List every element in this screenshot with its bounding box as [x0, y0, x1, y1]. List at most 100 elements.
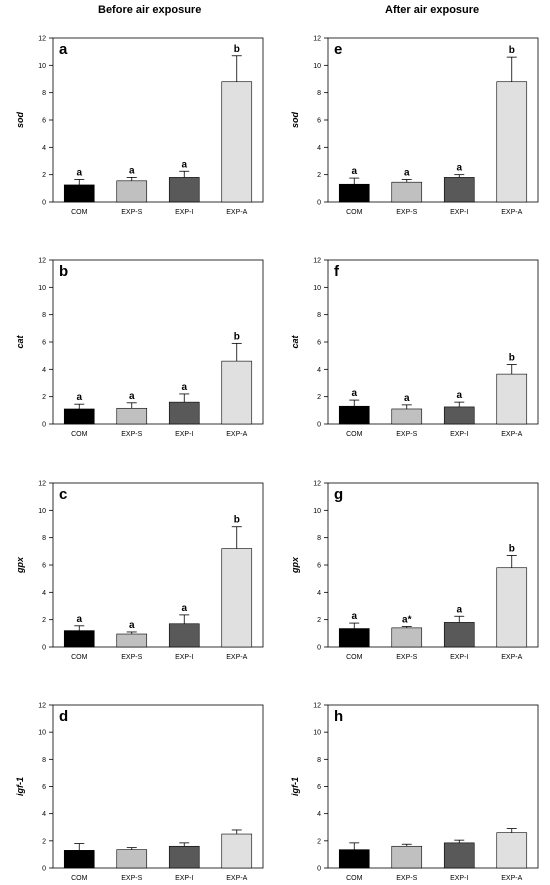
y-axis-label: cat: [15, 334, 25, 348]
y-tick-label: 6: [317, 563, 321, 570]
bar-exp-s: [391, 181, 423, 203]
panel-a: 0 2 4 6 8 10 12 sod a COM a EXP-S a EXP-I a EXP-A b: [15, 36, 264, 216]
bar-exp-a: [221, 833, 253, 869]
bar-exp-i: [168, 845, 200, 869]
significance-letter: a: [456, 390, 462, 401]
significance-letter: b: [509, 45, 515, 56]
x-tick-label: EXP-A: [226, 209, 247, 216]
bar-exp-i: [168, 623, 200, 648]
y-tick-label: 6: [42, 340, 46, 347]
bar-exp-s: [391, 845, 423, 869]
y-axis-label: sod: [290, 112, 300, 129]
x-tick-label: EXP-A: [226, 654, 247, 661]
x-tick-label: EXP-S: [396, 431, 417, 438]
bar-com: [338, 628, 370, 648]
y-tick-label: 6: [42, 563, 46, 570]
y-tick-label: 0: [317, 645, 321, 652]
bar-com: [338, 849, 370, 869]
y-tick-label: 4: [317, 367, 321, 374]
y-tick-label: 4: [42, 367, 46, 374]
panel-letter: e: [334, 41, 342, 58]
x-tick-label: EXP-A: [226, 875, 247, 882]
significance-letter: a*: [402, 615, 412, 626]
x-tick-label: EXP-S: [121, 875, 142, 882]
x-tick-label: EXP-I: [450, 431, 468, 438]
x-tick-label: EXP-A: [501, 875, 522, 882]
significance-letter: b: [234, 331, 240, 342]
x-tick-label: EXP-S: [396, 875, 417, 882]
significance-letter: a: [181, 382, 187, 393]
panel-letter: c: [59, 486, 67, 503]
significance-letter: a: [404, 393, 410, 404]
x-tick-label: EXP-I: [175, 431, 193, 438]
bar-exp-s: [391, 408, 423, 425]
y-tick-label: 4: [42, 811, 46, 818]
significance-letter: b: [234, 515, 240, 526]
y-tick-label: 2: [42, 838, 46, 845]
y-tick-label: 12: [313, 36, 321, 43]
y-tick-label: 12: [313, 481, 321, 488]
x-tick-label: COM: [346, 875, 363, 882]
x-tick-label: COM: [71, 431, 88, 438]
y-tick-label: 4: [317, 590, 321, 597]
significance-letter: b: [509, 543, 515, 554]
panel-c: 0 2 4 6 8 10 12 gpx c COM a EXP-S a EXP-I a EXP-A b: [15, 481, 264, 661]
significance-letter: a: [129, 165, 135, 176]
x-tick-label: EXP-S: [396, 654, 417, 661]
x-tick-label: EXP-S: [121, 654, 142, 661]
bar-exp-a: [496, 373, 528, 425]
bar-exp-s: [116, 633, 148, 648]
significance-letter: a: [129, 620, 135, 631]
significance-letter: a: [351, 388, 357, 399]
y-tick-label: 8: [42, 757, 46, 764]
x-tick-label: EXP-I: [175, 875, 193, 882]
panel-letter: f: [334, 263, 340, 280]
y-tick-label: 2: [317, 617, 321, 624]
panel-b: 0 2 4 6 8 10 12 cat b COM a EXP-S a EXP-I a EXP-A b: [15, 258, 264, 438]
y-tick-label: 10: [38, 285, 46, 292]
y-tick-label: 0: [42, 422, 46, 429]
y-tick-label: 2: [317, 172, 321, 179]
bar-exp-a: [221, 548, 253, 648]
y-tick-label: 2: [42, 172, 46, 179]
x-tick-label: COM: [346, 431, 363, 438]
x-tick-label: EXP-A: [501, 209, 522, 216]
y-tick-label: 8: [42, 535, 46, 542]
x-tick-label: EXP-I: [175, 209, 193, 216]
y-tick-label: 8: [42, 312, 46, 319]
column-title-after: After air exposure: [385, 4, 480, 16]
y-tick-label: 4: [317, 811, 321, 818]
panel-letter: d: [59, 708, 68, 725]
y-tick-label: 8: [317, 90, 321, 97]
x-tick-label: EXP-I: [175, 654, 193, 661]
column-title-before: Before air exposure: [98, 4, 202, 16]
panel-letter: h: [334, 708, 343, 725]
bar-exp-i: [443, 177, 475, 203]
bar-exp-s: [116, 407, 148, 425]
x-tick-label: EXP-S: [396, 209, 417, 216]
y-tick-label: 8: [42, 90, 46, 97]
significance-letter: a: [456, 163, 462, 174]
y-tick-label: 12: [313, 258, 321, 265]
x-tick-label: EXP-S: [121, 209, 142, 216]
bar-exp-a: [221, 360, 253, 425]
x-tick-label: EXP-I: [450, 875, 468, 882]
significance-letter: b: [234, 44, 240, 55]
y-tick-label: 10: [313, 508, 321, 515]
x-tick-label: EXP-S: [121, 431, 142, 438]
y-tick-label: 10: [313, 730, 321, 737]
bar-exp-a: [496, 567, 528, 648]
significance-letter: a: [456, 604, 462, 615]
y-tick-label: 6: [317, 340, 321, 347]
y-tick-label: 0: [317, 200, 321, 207]
panel-g: 0 2 4 6 8 10 12 gpx g COM a EXP-S a* EXP-I a EXP-A b: [290, 481, 539, 661]
bar-com: [63, 630, 95, 648]
y-tick-label: 10: [38, 508, 46, 515]
y-tick-label: 0: [42, 200, 46, 207]
y-tick-label: 2: [42, 394, 46, 401]
y-tick-label: 10: [313, 63, 321, 70]
y-tick-label: 6: [317, 784, 321, 791]
significance-letter: a: [76, 392, 82, 403]
y-axis-label: sod: [15, 112, 25, 129]
